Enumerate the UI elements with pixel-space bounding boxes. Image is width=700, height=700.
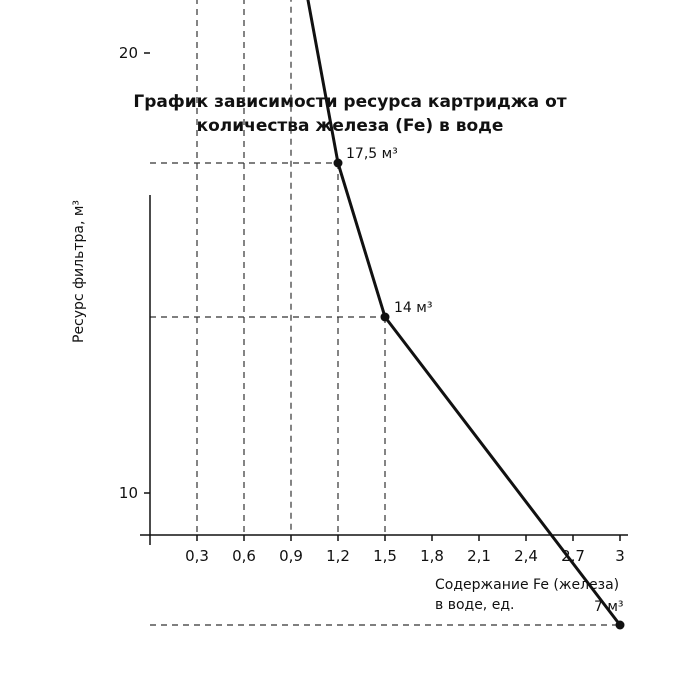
x-tick-label: 0,6 bbox=[232, 547, 256, 565]
axes bbox=[140, 52, 628, 545]
data-point bbox=[333, 158, 343, 168]
x-tick-label: 1,8 bbox=[420, 547, 444, 565]
x-tick-label: 2,1 bbox=[467, 547, 491, 565]
x-tick-label: 0,9 bbox=[279, 547, 303, 565]
x-tick-label: 1,2 bbox=[326, 547, 350, 565]
series-line bbox=[306, 0, 622, 626]
data-point bbox=[615, 620, 625, 630]
data-label: 17,5 м³ bbox=[346, 146, 398, 162]
y-axis-label: Ресурс фильтра, м³ bbox=[71, 200, 87, 343]
chart-title: График зависимости ресурса картриджа от … bbox=[0, 90, 700, 138]
y-tick-labels: 10203040506070 bbox=[119, 44, 138, 502]
chart-title-line-2: количества железа (Fe) в воде bbox=[196, 116, 504, 136]
x-tick-label: 3 bbox=[615, 547, 625, 565]
x-axis-label-line-2: в воде, ед. bbox=[435, 597, 514, 613]
x-tick-label: 1,5 bbox=[373, 547, 397, 565]
chart-title-line-1: График зависимости ресурса картриджа от bbox=[133, 92, 567, 112]
y-tick-label: 10 bbox=[119, 484, 138, 502]
y-tick-label: 20 bbox=[119, 44, 138, 62]
x-tick-labels: 0,3 0,6 0,9 1,2 1,5 1,8 2,1 2,4 2,7 3 bbox=[185, 547, 625, 565]
data-label: 7 м³ bbox=[594, 599, 624, 615]
data-label: 14 м³ bbox=[394, 300, 432, 316]
guide-lines bbox=[150, 0, 620, 626]
x-tick-label: 0,3 bbox=[185, 547, 209, 565]
x-tick-label: 2,7 bbox=[561, 547, 585, 565]
data-point bbox=[380, 312, 390, 322]
x-tick-label: 2,4 bbox=[514, 547, 538, 565]
x-axis-label-line-1: Содержание Fe (железа) bbox=[435, 577, 619, 593]
data-series bbox=[306, 0, 625, 630]
